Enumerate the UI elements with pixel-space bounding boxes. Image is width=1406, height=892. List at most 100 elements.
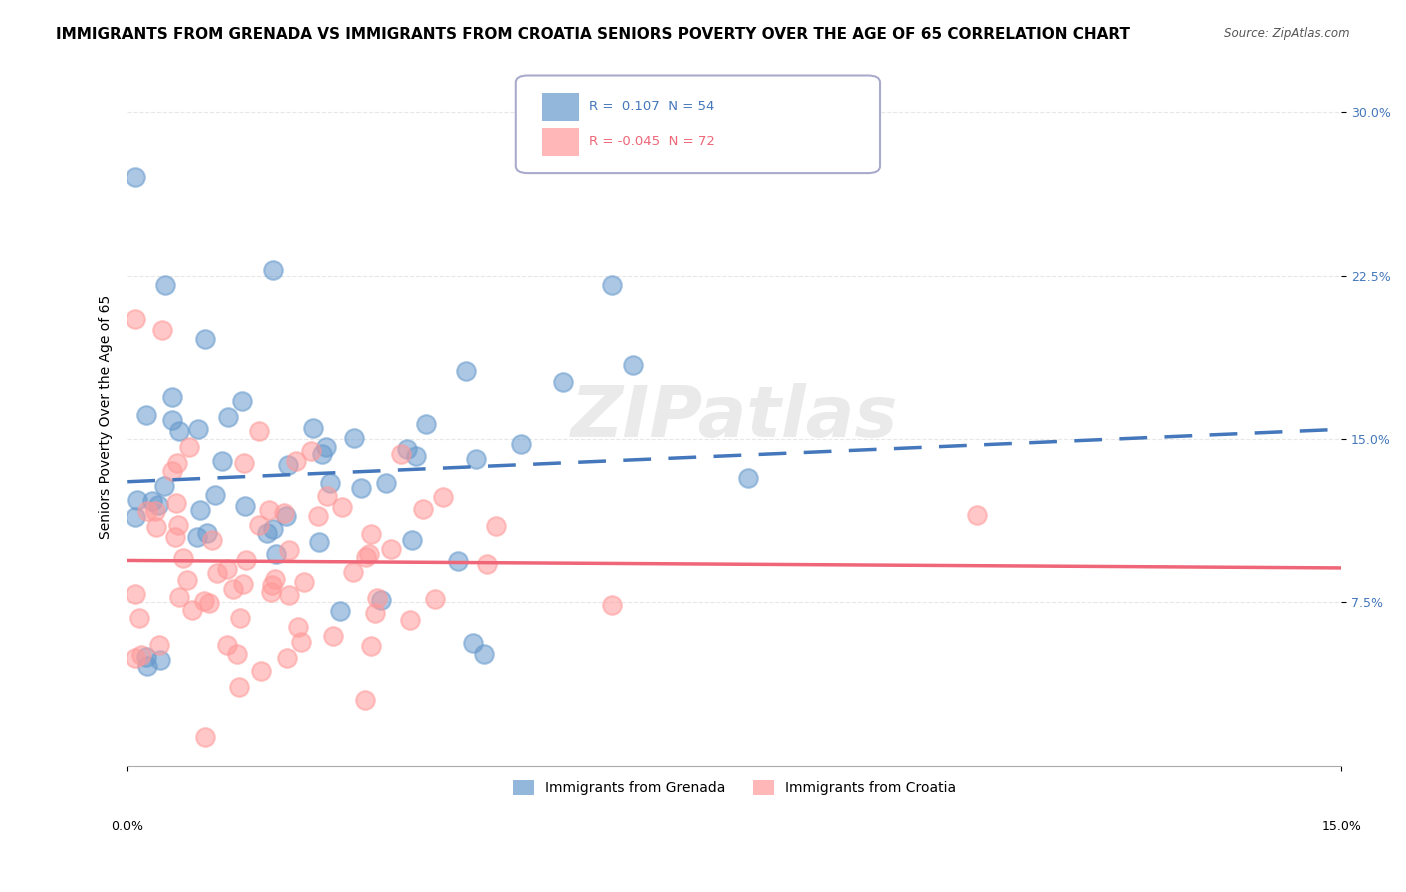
Point — [475, 557, 498, 571]
Point — [405, 449, 427, 463]
Point — [145, 520, 167, 534]
Point — [141, 493, 163, 508]
Y-axis label: Seniors Poverty Over the Age of 65: Seniors Poverty Over the Age of 65 — [100, 295, 114, 540]
Point — [195, 525, 218, 540]
Point — [257, 503, 280, 517]
Point — [160, 464, 183, 478]
Point — [235, 553, 257, 567]
Point — [148, 498, 170, 512]
Point — [274, 508, 297, 523]
Point — [167, 518, 190, 533]
Point — [401, 533, 423, 547]
Point — [551, 375, 574, 389]
Point — [226, 648, 249, 662]
FancyBboxPatch shape — [516, 76, 880, 173]
Point — [302, 421, 325, 435]
Point — [152, 479, 174, 493]
Point — [136, 504, 159, 518]
Point — [256, 525, 278, 540]
Text: ZIPatlas: ZIPatlas — [571, 383, 898, 451]
Point — [135, 409, 157, 423]
Point — [167, 590, 190, 604]
Point — [354, 549, 377, 564]
Point — [143, 504, 166, 518]
Text: 0.0%: 0.0% — [111, 821, 143, 833]
Point — [276, 651, 298, 665]
Point — [231, 394, 253, 409]
Point — [370, 593, 392, 607]
Text: IMMIGRANTS FROM GRENADA VS IMMIGRANTS FROM CROATIA SENIORS POVERTY OVER THE AGE : IMMIGRANTS FROM GRENADA VS IMMIGRANTS FR… — [56, 27, 1130, 42]
Point — [415, 417, 437, 431]
Point — [124, 170, 146, 185]
Point — [363, 606, 385, 620]
Point — [456, 364, 478, 378]
Point — [233, 499, 256, 513]
Point — [395, 442, 418, 457]
Point — [201, 533, 224, 548]
Point — [290, 635, 312, 649]
Point — [160, 413, 183, 427]
Point — [194, 730, 217, 744]
Point — [176, 573, 198, 587]
Point — [380, 542, 402, 557]
Point — [149, 653, 172, 667]
Point — [463, 636, 485, 650]
Point — [217, 409, 239, 424]
Point — [124, 587, 146, 601]
Point — [277, 458, 299, 472]
Point — [464, 451, 486, 466]
Point — [229, 611, 252, 625]
Point — [222, 582, 245, 596]
Point — [247, 424, 270, 438]
Point — [211, 454, 233, 468]
Point — [357, 547, 380, 561]
Point — [485, 519, 508, 533]
Point — [329, 604, 352, 618]
Point — [366, 591, 388, 605]
Point — [172, 551, 194, 566]
Point — [179, 440, 201, 454]
Legend: Immigrants from Grenada, Immigrants from Croatia: Immigrants from Grenada, Immigrants from… — [508, 775, 962, 801]
Point — [232, 576, 254, 591]
Point — [343, 432, 366, 446]
Point — [389, 447, 412, 461]
Point — [311, 447, 333, 461]
Point — [966, 508, 988, 523]
Point — [124, 509, 146, 524]
Point — [277, 589, 299, 603]
Point — [330, 500, 353, 514]
Point — [163, 530, 186, 544]
Point — [125, 493, 148, 508]
Point — [287, 619, 309, 633]
Point — [292, 575, 315, 590]
Point — [148, 638, 170, 652]
Point — [249, 665, 271, 679]
Text: 15.0%: 15.0% — [1322, 821, 1361, 833]
Point — [228, 680, 250, 694]
Point — [160, 390, 183, 404]
Point — [432, 491, 454, 505]
Point — [136, 658, 159, 673]
Point — [399, 613, 422, 627]
Point — [232, 456, 254, 470]
Point — [167, 424, 190, 438]
Point — [621, 358, 644, 372]
Point — [273, 507, 295, 521]
Point — [188, 503, 211, 517]
Point — [600, 599, 623, 613]
Point — [217, 638, 239, 652]
Point — [447, 554, 470, 568]
Point — [153, 278, 176, 293]
Point — [135, 650, 157, 665]
Point — [197, 596, 219, 610]
Point — [166, 456, 188, 470]
Point — [315, 440, 337, 454]
Point — [412, 501, 434, 516]
Point — [193, 594, 215, 608]
Point — [262, 263, 284, 277]
Point — [263, 572, 285, 586]
Bar — [543, 93, 579, 120]
Point — [260, 584, 283, 599]
Point — [360, 527, 382, 541]
Point — [284, 453, 307, 467]
